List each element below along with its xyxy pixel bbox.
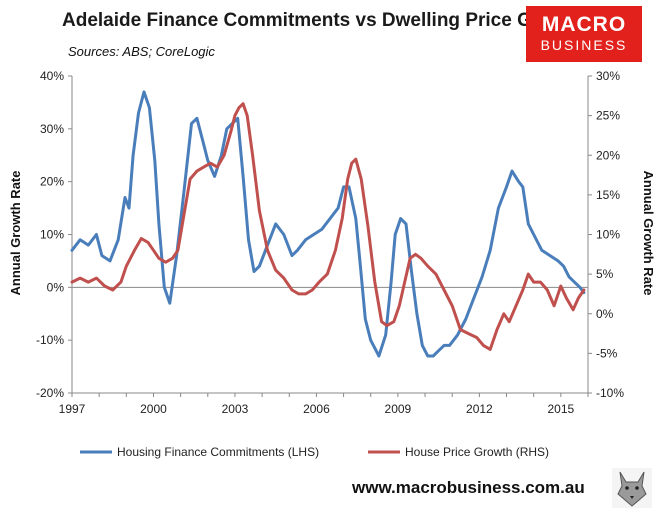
logo-line-1: MACRO: [541, 13, 627, 36]
y-axis-label-left: Annual Growth Rate: [8, 171, 23, 296]
x-tick-label: 1997: [59, 402, 86, 416]
y-tick-label-right: 10%: [596, 228, 620, 242]
chart-legend: Housing Finance Commitments (LHS) House …: [80, 445, 549, 459]
x-tick-label: 2012: [466, 402, 493, 416]
y-tick-label-right: -5%: [596, 346, 618, 360]
wolf-icon: [612, 468, 652, 508]
y-tick-label-left: 10%: [40, 228, 64, 242]
website-url[interactable]: www.macrobusiness.com.au: [352, 478, 585, 497]
y-axis-label-right: Annual Growth Rate: [641, 171, 656, 296]
legend-label-lhs: Housing Finance Commitments (LHS): [117, 445, 319, 459]
y-tick-label-right: 0%: [596, 307, 614, 321]
axis-ticks: 40% 30% 20% 10% 0% -10% -20% 30% 25% 20% 15% 10% 5% 0…: [36, 69, 624, 416]
y-tick-label-right: -10%: [596, 386, 624, 400]
x-tick-label: 2015: [547, 402, 574, 416]
series-line-rhs: [70, 102, 586, 351]
chart-title: Adelaide Finance Commitments vs Dwelling…: [62, 10, 584, 31]
x-tick-label: 2006: [303, 402, 330, 416]
y-tick-label-left: 30%: [40, 122, 64, 136]
legend-label-rhs: House Price Growth (RHS): [405, 445, 549, 459]
y-tick-label-right: 25%: [596, 109, 620, 123]
y-tick-label-right: 5%: [596, 267, 614, 281]
y-tick-label-right: 15%: [596, 188, 620, 202]
series-line-lhs: [70, 90, 586, 358]
y-tick-label-left: 0%: [47, 280, 65, 294]
y-tick-label-left: 40%: [40, 69, 64, 83]
chart-subtitle: Sources: ABS; CoreLogic: [68, 44, 215, 59]
series-lines: [70, 90, 586, 358]
x-tick-label: 2009: [385, 402, 412, 416]
y-tick-label-left: 20%: [40, 175, 64, 189]
y-tick-label-right: 20%: [596, 148, 620, 162]
logo-line-2: BUSINESS: [540, 37, 628, 53]
y-tick-label-left: -20%: [36, 386, 64, 400]
y-tick-label-right: 30%: [596, 69, 620, 83]
plot-frame: [71, 76, 589, 394]
x-tick-label: 2000: [140, 402, 167, 416]
macrobusiness-logo[interactable]: MACRO BUSINESS: [526, 6, 642, 62]
x-tick-label: 2003: [222, 402, 249, 416]
y-tick-label-left: -10%: [36, 333, 64, 347]
